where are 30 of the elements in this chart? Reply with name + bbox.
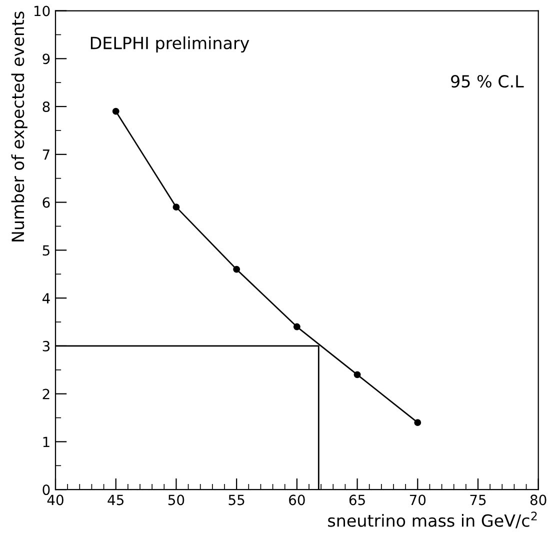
point: [354, 371, 361, 378]
x-tick-label: 50: [168, 494, 184, 506]
x-tick-label: 60: [289, 494, 305, 506]
y-axis-title: Number of expected events: [11, 12, 28, 242]
y-tick-label: 5: [42, 245, 50, 256]
x-tick-label: 40: [47, 494, 64, 506]
y-tick-label: 2: [42, 388, 50, 400]
y-tick-label: 7: [42, 150, 50, 160]
point: [293, 323, 300, 330]
y-tick-label: 3: [42, 340, 50, 352]
y-tick-label: 1: [43, 436, 50, 447]
x-tick-label: 45: [108, 494, 124, 506]
annotation: 95 % C.L: [451, 75, 524, 88]
point: [414, 419, 422, 426]
x-tick-label: 65: [349, 494, 365, 506]
x-tick-label: 75: [470, 494, 486, 506]
x-tick-label: 55: [228, 494, 244, 506]
annotation: DELPHI preliminary: [90, 36, 250, 53]
point: [112, 108, 120, 115]
y-tick-label: 8: [42, 101, 50, 112]
y-tick-label: 4: [42, 293, 50, 304]
x-tick-label: 80: [530, 494, 546, 506]
x-tick-label: 70: [410, 494, 426, 506]
point: [233, 266, 240, 273]
y-tick-label: 9: [42, 54, 50, 64]
point: [172, 204, 180, 211]
y-tick-label: 6: [42, 197, 50, 208]
y-tick-label: 0: [42, 484, 50, 496]
y-tick-label: 10: [34, 6, 50, 16]
x-axis-title: sneutrino mass in GeV/c$^{2}$: [328, 512, 537, 528]
